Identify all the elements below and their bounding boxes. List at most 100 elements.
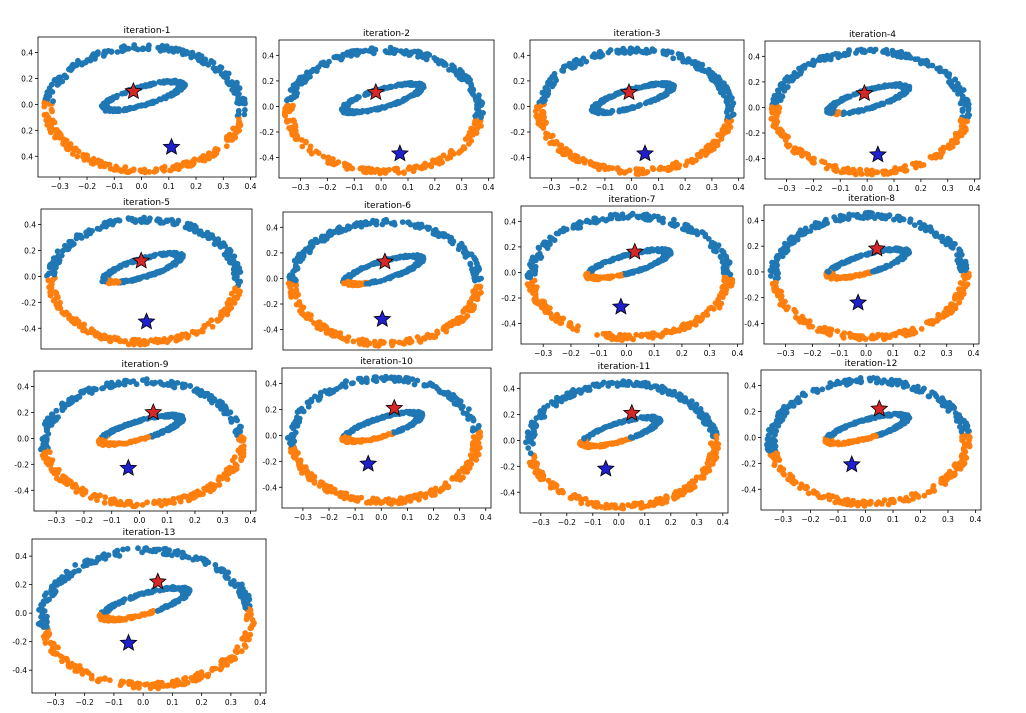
- point-cluster-b: [356, 280, 363, 286]
- point-cluster-b: [300, 304, 307, 311]
- y-tick-label: 0.0: [513, 102, 525, 111]
- point-cluster-b: [624, 335, 630, 342]
- point-cluster-b: [212, 147, 218, 153]
- point-cluster-a: [174, 89, 181, 96]
- point-cluster-a: [771, 263, 778, 270]
- y-tick-label: -0.2: [501, 294, 516, 303]
- point-cluster-b: [108, 278, 115, 285]
- x-tick-label: 0.0: [375, 183, 387, 192]
- x-tick-label: 0.2: [429, 183, 441, 192]
- point-cluster-a: [430, 227, 437, 234]
- subplot-7: iteration-70.40.20.0-0.2-0.4−0.3 −0.2 −0.1…: [501, 195, 743, 358]
- centroid-star-blue: [162, 137, 181, 155]
- y-tick-label: 0.0: [748, 103, 760, 112]
- x-tick-label: 0.4: [245, 182, 257, 191]
- subplot-title: iteration-1: [124, 26, 171, 36]
- point-cluster-a: [648, 263, 655, 269]
- point-cluster-a: [796, 65, 802, 72]
- point-cluster-a: [550, 81, 557, 88]
- point-cluster-b: [446, 320, 453, 327]
- point-cluster-a: [145, 45, 152, 52]
- subplot-5: iteration-50.40.20.0-0.2-0.4: [21, 198, 253, 350]
- point-cluster-a: [537, 255, 544, 261]
- point-cluster-b: [47, 292, 54, 299]
- point-cluster-a: [300, 253, 307, 260]
- point-cluster-b: [113, 163, 119, 170]
- point-cluster-a: [363, 264, 370, 270]
- point-cluster-b: [537, 103, 544, 109]
- point-cluster-a: [122, 262, 129, 268]
- point-cluster-b: [540, 110, 547, 116]
- point-cluster-a: [387, 44, 394, 51]
- point-cluster-a: [473, 97, 479, 104]
- point-cluster-b: [350, 338, 357, 345]
- centroid-star-blue: [868, 145, 887, 163]
- point-cluster-b: [906, 331, 913, 338]
- point-cluster-b: [643, 331, 650, 338]
- point-cluster-a: [788, 240, 795, 247]
- point-cluster-a: [147, 215, 153, 222]
- point-cluster-a: [164, 218, 171, 225]
- point-cluster-a: [89, 53, 95, 60]
- point-cluster-a: [138, 219, 145, 226]
- point-cluster-a: [632, 268, 638, 275]
- point-cluster-a: [230, 270, 237, 277]
- point-cluster-a: [150, 252, 157, 259]
- axes-frame: [278, 39, 495, 179]
- point-cluster-a: [349, 97, 356, 103]
- data-points: [524, 210, 736, 343]
- point-cluster-a: [956, 264, 963, 271]
- point-cluster-a: [778, 81, 784, 88]
- point-cluster-a: [949, 245, 956, 251]
- point-cluster-b: [618, 168, 625, 175]
- point-cluster-b: [55, 294, 61, 301]
- point-cluster-a: [441, 231, 448, 237]
- point-cluster-b: [286, 125, 292, 131]
- point-cluster-b: [549, 139, 556, 146]
- point-cluster-b: [658, 333, 664, 340]
- point-cluster-b: [924, 319, 930, 326]
- point-cluster-a: [959, 108, 966, 114]
- point-cluster-a: [641, 212, 648, 218]
- point-cluster-a: [224, 255, 231, 262]
- y-tick-label: -0.4: [263, 326, 278, 335]
- point-cluster-a: [159, 46, 166, 52]
- point-cluster-a: [284, 97, 290, 104]
- point-cluster-a: [773, 258, 780, 265]
- point-cluster-a: [162, 94, 169, 101]
- x-tick-label: −0.2: [78, 182, 96, 191]
- point-cluster-a: [797, 227, 804, 234]
- point-cluster-a: [473, 111, 480, 118]
- point-cluster-a: [723, 84, 730, 90]
- point-cluster-a: [450, 238, 457, 245]
- point-cluster-a: [242, 107, 248, 113]
- point-cluster-b: [535, 299, 542, 306]
- centroid-star-red: [124, 81, 143, 100]
- point-cluster-a: [101, 104, 108, 110]
- x-tick-label: 0.0: [620, 349, 632, 358]
- point-cluster-b: [298, 310, 305, 317]
- subplot-title: iteration-7: [609, 195, 656, 205]
- point-cluster-a: [362, 47, 369, 54]
- point-cluster-b: [325, 154, 332, 161]
- point-cluster-b: [675, 164, 682, 171]
- point-cluster-b: [476, 283, 483, 290]
- point-cluster-a: [130, 105, 137, 112]
- point-cluster-a: [630, 104, 637, 110]
- x-tick-label: 0.1: [648, 349, 660, 358]
- point-cluster-b: [650, 330, 657, 336]
- point-cluster-b: [115, 279, 122, 285]
- point-cluster-b: [53, 126, 60, 133]
- point-cluster-b: [555, 147, 562, 154]
- point-cluster-b: [617, 271, 624, 278]
- point-cluster-b: [910, 327, 917, 334]
- point-cluster-b: [106, 161, 113, 168]
- point-cluster-a: [649, 246, 655, 253]
- point-cluster-b: [49, 126, 55, 133]
- point-cluster-a: [919, 224, 925, 231]
- point-cluster-b: [413, 163, 420, 170]
- y-tick-label: 0.2: [748, 78, 760, 87]
- point-cluster-a: [415, 53, 421, 60]
- point-cluster-a: [478, 275, 484, 282]
- y-tick-label: -0.4: [501, 320, 516, 329]
